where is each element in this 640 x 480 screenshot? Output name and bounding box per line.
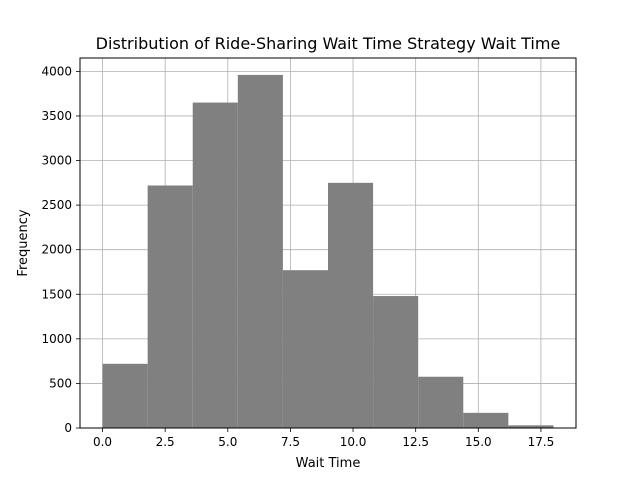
axes-frame: [79, 57, 577, 429]
histogram-bar: [147, 185, 193, 428]
chart-title: Distribution of Ride-Sharing Wait Time S…: [96, 34, 561, 53]
x-tick-label: 2.5: [156, 435, 175, 449]
histogram-bar: [102, 363, 148, 428]
y-axis-label: Frequency: [16, 209, 31, 276]
histogram-bar: [328, 182, 374, 428]
y-tick-label: 0: [64, 421, 72, 435]
histogram-bar: [418, 376, 464, 428]
bars-layer: [102, 74, 554, 429]
histogram-bar: [192, 102, 238, 429]
y-tick-label: 1500: [41, 287, 72, 301]
x-tick-label: 5.0: [218, 435, 237, 449]
y-tick-label: 2000: [41, 243, 72, 257]
y-tick-label: 2500: [41, 198, 72, 212]
x-tick-label: 10.0: [340, 435, 367, 449]
y-tick-label: 3500: [41, 109, 72, 123]
y-tick-label: 4000: [41, 64, 72, 78]
x-tick-label: 17.5: [528, 435, 555, 449]
histogram-bar: [282, 270, 328, 428]
y-tick-label: 3000: [41, 154, 72, 168]
y-tick-label: 1000: [41, 332, 72, 346]
x-tick-label: 12.5: [402, 435, 429, 449]
histogram-bar: [463, 412, 509, 428]
histogram-bar: [508, 425, 554, 428]
y-tick-label: 500: [49, 376, 72, 390]
x-axis-label: Wait Time: [296, 456, 361, 471]
ticks-layer: 0.0 2.5 5.0 7.5 10.0 12.5 15.0 17.5 0 500 1000 1500…: [41, 64, 554, 449]
x-tick-label: 7.5: [281, 435, 300, 449]
histogram-bar: [373, 296, 419, 428]
x-tick-label: 0.0: [93, 435, 112, 449]
histogram-bar: [237, 74, 283, 428]
x-tick-label: 15.0: [465, 435, 492, 449]
